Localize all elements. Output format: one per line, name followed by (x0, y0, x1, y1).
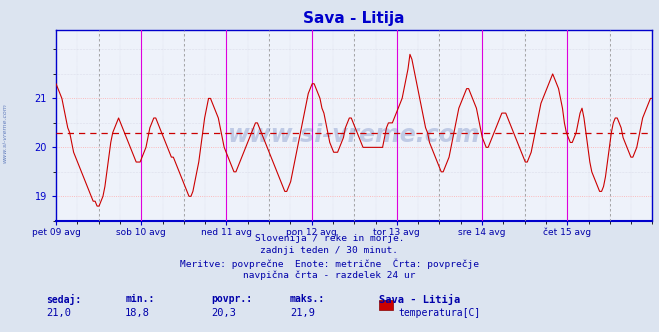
Title: Sava - Litija: Sava - Litija (303, 11, 405, 26)
Text: Meritve: povprečne  Enote: metrične  Črta: povprečje: Meritve: povprečne Enote: metrične Črta:… (180, 259, 479, 269)
Text: 21,9: 21,9 (290, 308, 315, 318)
Text: 18,8: 18,8 (125, 308, 150, 318)
Text: Sava - Litija: Sava - Litija (379, 294, 460, 305)
Text: 20,3: 20,3 (211, 308, 236, 318)
Text: min.:: min.: (125, 294, 155, 304)
Text: www.si-vreme.com: www.si-vreme.com (3, 103, 8, 163)
Text: maks.:: maks.: (290, 294, 325, 304)
Text: 21,0: 21,0 (46, 308, 71, 318)
Text: sedaj:: sedaj: (46, 294, 81, 305)
Text: zadnji teden / 30 minut.: zadnji teden / 30 minut. (260, 246, 399, 255)
Text: povpr.:: povpr.: (211, 294, 252, 304)
Text: temperatura[C]: temperatura[C] (399, 308, 481, 318)
Text: Slovenija / reke in morje.: Slovenija / reke in morje. (255, 234, 404, 243)
Text: navpična črta - razdelek 24 ur: navpična črta - razdelek 24 ur (243, 271, 416, 281)
Text: www.si-vreme.com: www.si-vreme.com (228, 123, 480, 147)
